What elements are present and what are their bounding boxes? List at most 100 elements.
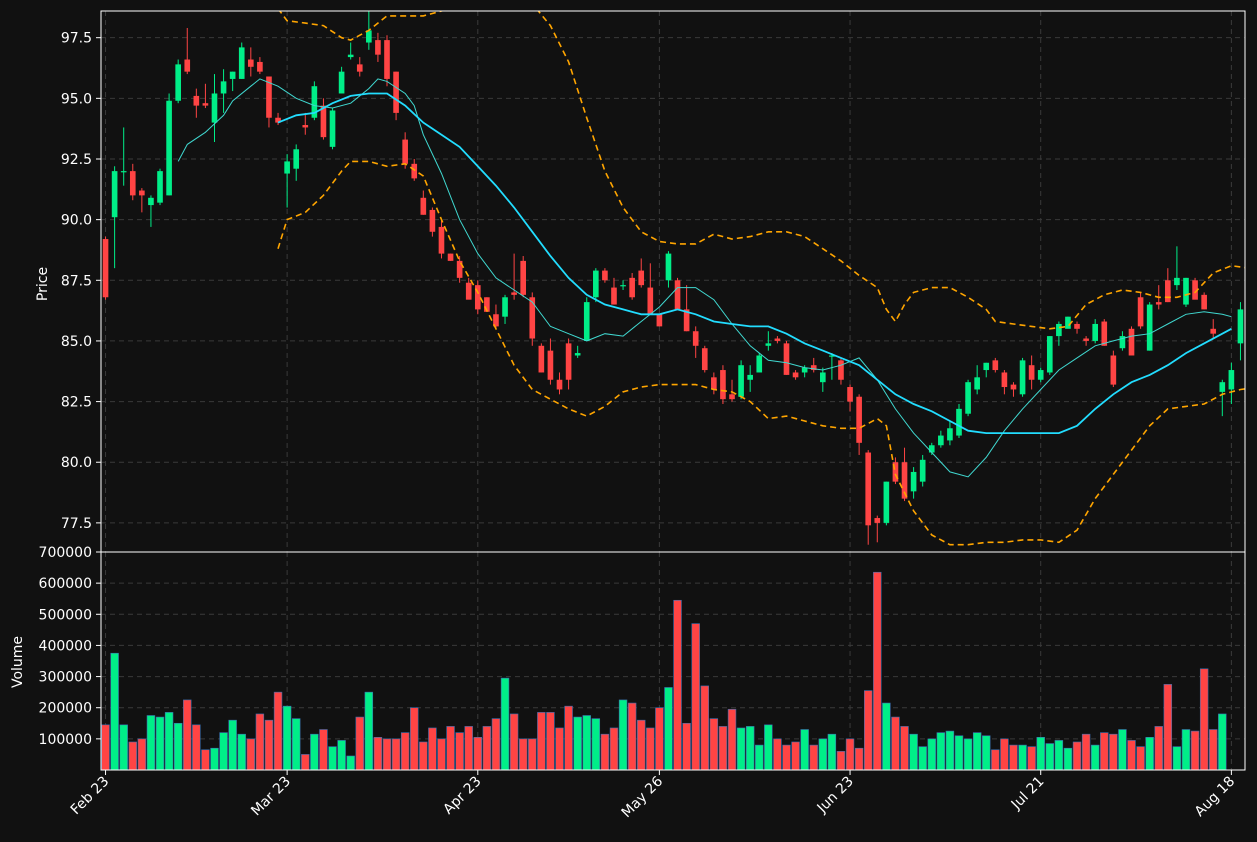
candle-body (1165, 280, 1171, 303)
volume-bar (727, 708, 737, 771)
volume-bar (464, 726, 473, 771)
candlestick (1119, 331, 1126, 351)
candle-body (166, 100, 172, 196)
candlestick (384, 35, 390, 87)
candlestick (1065, 316, 1071, 329)
volume-bar (673, 599, 682, 771)
volume-bar (1181, 729, 1191, 771)
volume-bar (1163, 684, 1173, 771)
candlestick (1028, 355, 1035, 390)
volume-bar (927, 738, 936, 771)
candlestick (1192, 277, 1198, 300)
candle-body (620, 285, 626, 287)
candle-body (756, 355, 763, 373)
candle-body (656, 314, 663, 327)
candle-body (919, 459, 926, 482)
bollinger-upper-line (278, 11, 1245, 330)
candle-body (538, 345, 545, 373)
volume-bar (637, 719, 646, 771)
candle-body (1174, 277, 1180, 286)
volume-bar (201, 749, 210, 771)
candle-body (1019, 360, 1026, 395)
candlestick (647, 263, 654, 315)
candlestick (175, 59, 181, 104)
candlestick (565, 338, 572, 390)
candlestick (865, 450, 872, 545)
candlestick (593, 268, 599, 303)
candlestick (220, 69, 227, 113)
volume-bar (836, 751, 846, 771)
candlestick (992, 357, 999, 373)
candle-body (120, 171, 127, 173)
candlestick (1210, 319, 1217, 339)
volume-bar (991, 749, 1000, 771)
candle-body (393, 71, 399, 113)
volume-bar (119, 724, 128, 771)
candlestick (393, 71, 399, 121)
volume-bar (882, 702, 891, 771)
candle-body (683, 309, 690, 332)
volume-bar (410, 707, 419, 771)
candle-body (284, 161, 290, 174)
candle-body (1210, 328, 1217, 334)
volume-frame (100, 551, 1246, 771)
candlestick (1001, 370, 1008, 395)
volume-bar (237, 733, 246, 771)
volume-bar (682, 722, 691, 771)
candle-body (829, 355, 835, 357)
candle-body (583, 302, 590, 341)
candle-body (347, 54, 354, 58)
candlestick (983, 362, 990, 378)
price-y-tick-label: 85.0 (61, 334, 92, 350)
candlestick (1037, 367, 1044, 383)
volume-bar (627, 702, 637, 771)
volume-bar (1154, 726, 1163, 771)
price-panel (102, 11, 1245, 546)
volume-bar (1118, 729, 1127, 771)
candlestick (1092, 319, 1099, 344)
candle-body (302, 125, 309, 128)
candle-body (338, 71, 345, 94)
volume-bar (192, 724, 201, 771)
candlestick (1019, 357, 1026, 397)
candle-body (593, 270, 599, 298)
candle-body (947, 428, 953, 441)
candlestick (229, 71, 236, 92)
volume-bar (1018, 744, 1027, 771)
volume-bar (518, 738, 528, 771)
candle-body (384, 40, 390, 79)
candlestick (874, 515, 881, 543)
volume-bar (1072, 741, 1082, 771)
volume-bar (691, 623, 700, 771)
candle-body (111, 171, 118, 218)
candle-body (692, 331, 699, 346)
candle-body (493, 314, 499, 327)
volume-bar (936, 732, 946, 771)
candle-body (701, 348, 708, 371)
volume-bar (473, 736, 482, 771)
candlestick (1165, 268, 1171, 303)
volume-bar (873, 571, 882, 771)
candlestick (193, 88, 200, 118)
volume-bar (891, 716, 900, 771)
candlestick (275, 112, 281, 126)
volume-bar (419, 741, 428, 771)
volume-bar (210, 747, 219, 771)
volume-bar (1063, 747, 1073, 771)
candlestick (1110, 350, 1117, 388)
candlestick (720, 365, 726, 405)
volume-bar (537, 712, 546, 771)
candlestick (838, 357, 844, 385)
candle-body (411, 163, 418, 179)
volume-bar (173, 722, 183, 771)
candle-body (1119, 336, 1126, 349)
candlestick (656, 314, 663, 327)
candle-body (229, 71, 236, 79)
candle-body (520, 260, 527, 295)
candlestick (765, 331, 772, 351)
candlestick (1046, 336, 1053, 375)
candle-body (1065, 316, 1071, 329)
candle-body (556, 379, 563, 390)
candle-body (729, 394, 735, 400)
candle-body (747, 374, 753, 380)
